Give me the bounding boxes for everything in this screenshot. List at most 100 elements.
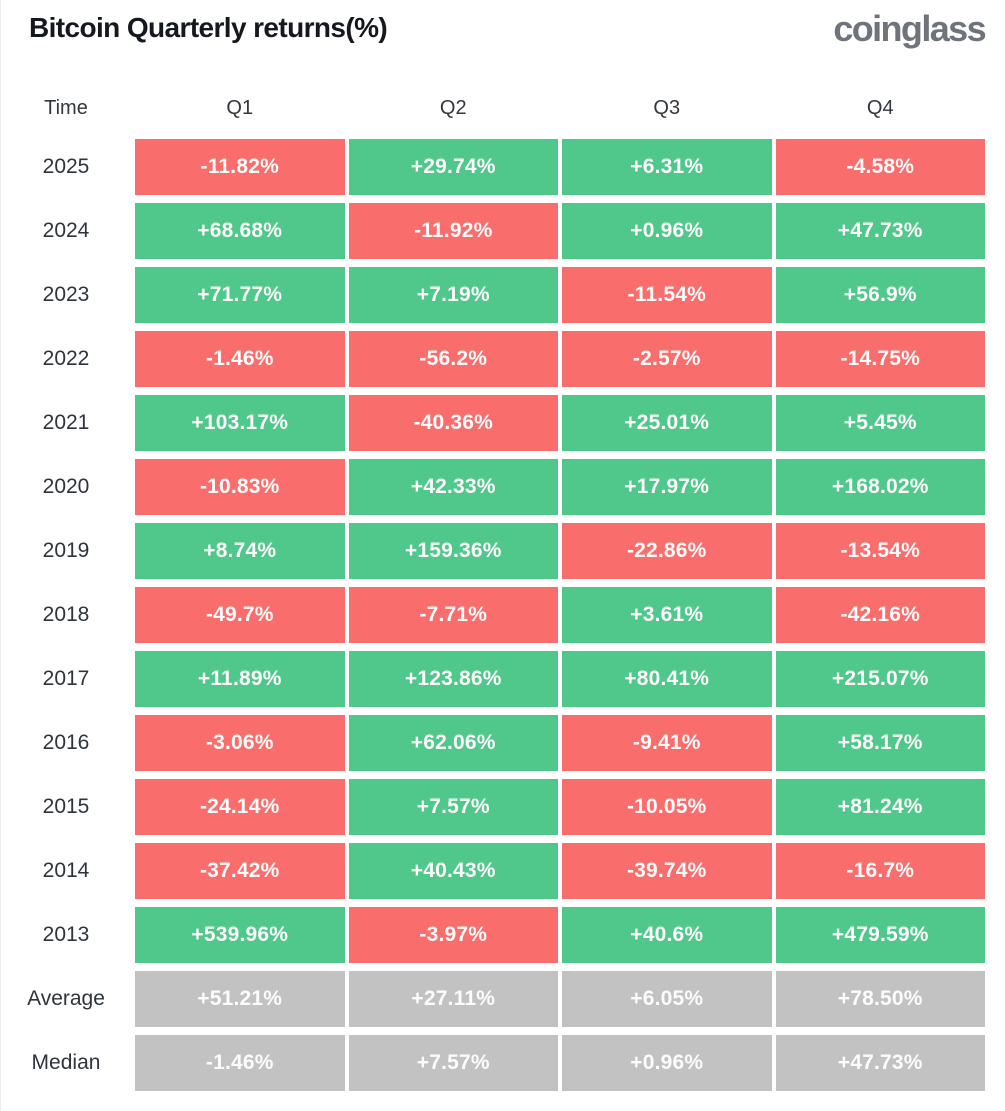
return-cell: -2.57%: [562, 331, 772, 388]
table-row: 2022 -1.46% -56.2% -2.57% -14.75%: [1, 331, 985, 388]
column-header-q4: Q4: [866, 96, 894, 119]
row-label: 2016: [42, 731, 90, 755]
row-label: 2023: [42, 283, 90, 307]
page-header: Bitcoin Quarterly returns(%) coinglass: [1, 0, 987, 49]
return-cell: -1.46%: [135, 1035, 345, 1092]
table-row: 2025 -11.82% +29.74% +6.31% -4.58%: [1, 139, 985, 196]
return-cell: +3.61%: [562, 587, 772, 644]
column-header-q3: Q3: [653, 96, 681, 119]
column-header-q2: Q2: [439, 96, 467, 119]
return-cell: +47.73%: [775, 1035, 985, 1092]
return-cell: +8.74%: [135, 523, 345, 580]
return-cell: -3.06%: [135, 715, 345, 772]
return-cell: +17.97%: [562, 459, 772, 516]
return-cell: +0.96%: [562, 1035, 772, 1092]
return-cell: +539.96%: [135, 907, 345, 964]
return-cell: -10.83%: [135, 459, 345, 516]
table-row: 2013 +539.96% -3.97% +40.6% +479.59%: [1, 907, 985, 964]
return-cell: -14.75%: [775, 331, 985, 388]
return-cell: +168.02%: [775, 459, 985, 516]
table-header-row: Time Q1 Q2 Q3 Q4: [1, 85, 985, 131]
row-label: 2014: [42, 859, 90, 883]
return-cell: -24.14%: [135, 779, 345, 836]
table-row: 2017 +11.89% +123.86% +80.41% +215.07%: [1, 651, 985, 708]
return-cell: +58.17%: [775, 715, 985, 772]
table-row: 2021 +103.17% -40.36% +25.01% +5.45%: [1, 395, 985, 452]
table-row: 2015 -24.14% +7.57% -10.05% +81.24%: [1, 779, 985, 836]
table-row: 2014 -37.42% +40.43% -39.74% -16.7%: [1, 843, 985, 900]
table-row: 2019 +8.74% +159.36% -22.86% -13.54%: [1, 523, 985, 580]
return-cell: +7.57%: [348, 779, 558, 836]
return-cell: +40.43%: [348, 843, 558, 900]
return-cell: +42.33%: [348, 459, 558, 516]
return-cell: +29.74%: [348, 139, 558, 196]
return-cell: -1.46%: [135, 331, 345, 388]
return-cell: +159.36%: [348, 523, 558, 580]
column-header-time: Time: [44, 96, 88, 119]
return-cell: +27.11%: [348, 971, 558, 1028]
return-cell: +7.19%: [348, 267, 558, 324]
page-title: Bitcoin Quarterly returns(%): [29, 12, 388, 43]
column-header-q1: Q1: [226, 96, 254, 119]
return-cell: +7.57%: [348, 1035, 558, 1092]
return-cell: +123.86%: [348, 651, 558, 708]
coinglass-logo: coinglass: [833, 8, 986, 49]
return-cell: +5.45%: [775, 395, 985, 452]
table-row: Median -1.46% +7.57% +0.96% +47.73%: [1, 1035, 985, 1092]
row-label: 2020: [42, 475, 90, 499]
return-cell: +62.06%: [348, 715, 558, 772]
row-label: 2017: [42, 667, 90, 691]
row-label: Median: [31, 1051, 101, 1075]
return-cell: +78.50%: [775, 971, 985, 1028]
return-cell: -37.42%: [135, 843, 345, 900]
return-cell: -13.54%: [775, 523, 985, 580]
return-cell: +51.21%: [135, 971, 345, 1028]
return-cell: -16.7%: [775, 843, 985, 900]
return-cell: +0.96%: [562, 203, 772, 260]
row-label: Average: [27, 987, 105, 1011]
table-row: 2023 +71.77% +7.19% -11.54% +56.9%: [1, 267, 985, 324]
return-cell: -39.74%: [562, 843, 772, 900]
row-label: 2013: [42, 923, 90, 947]
return-cell: +479.59%: [775, 907, 985, 964]
row-label: 2015: [42, 795, 90, 819]
table-body: 2025 -11.82% +29.74% +6.31% -4.58% 2024 +68.68…: [1, 139, 985, 1092]
row-label: 2022: [42, 347, 90, 371]
table-row: Average +51.21% +27.11% +6.05% +78.50%: [1, 971, 985, 1028]
return-cell: -42.16%: [775, 587, 985, 644]
return-cell: +80.41%: [562, 651, 772, 708]
row-label: 2019: [42, 539, 90, 563]
row-label: 2018: [42, 603, 90, 627]
return-cell: -10.05%: [562, 779, 772, 836]
return-cell: +47.73%: [775, 203, 985, 260]
return-cell: +6.05%: [562, 971, 772, 1028]
table-row: 2018 -49.7% -7.71% +3.61% -42.16%: [1, 587, 985, 644]
table-row: 2024 +68.68% -11.92% +0.96% +47.73%: [1, 203, 985, 260]
return-cell: +6.31%: [562, 139, 772, 196]
return-cell: +11.89%: [135, 651, 345, 708]
return-cell: +215.07%: [775, 651, 985, 708]
return-cell: -40.36%: [348, 395, 558, 452]
row-label: 2024: [42, 219, 90, 243]
return-cell: +25.01%: [562, 395, 772, 452]
return-cell: -22.86%: [562, 523, 772, 580]
return-cell: -11.54%: [562, 267, 772, 324]
return-cell: -9.41%: [562, 715, 772, 772]
return-cell: -11.82%: [135, 139, 345, 196]
return-cell: +81.24%: [775, 779, 985, 836]
return-cell: -11.92%: [348, 203, 558, 260]
return-cell: +71.77%: [135, 267, 345, 324]
return-cell: -56.2%: [348, 331, 558, 388]
return-cell: +103.17%: [135, 395, 345, 452]
table-row: 2020 -10.83% +42.33% +17.97% +168.02%: [1, 459, 985, 516]
return-cell: -7.71%: [348, 587, 558, 644]
return-cell: -3.97%: [348, 907, 558, 964]
return-cell: -49.7%: [135, 587, 345, 644]
return-cell: +40.6%: [562, 907, 772, 964]
table-row: 2016 -3.06% +62.06% -9.41% +58.17%: [1, 715, 985, 772]
row-label: 2025: [42, 155, 90, 179]
return-cell: -4.58%: [775, 139, 985, 196]
return-cell: +56.9%: [775, 267, 985, 324]
row-label: 2021: [42, 411, 90, 435]
